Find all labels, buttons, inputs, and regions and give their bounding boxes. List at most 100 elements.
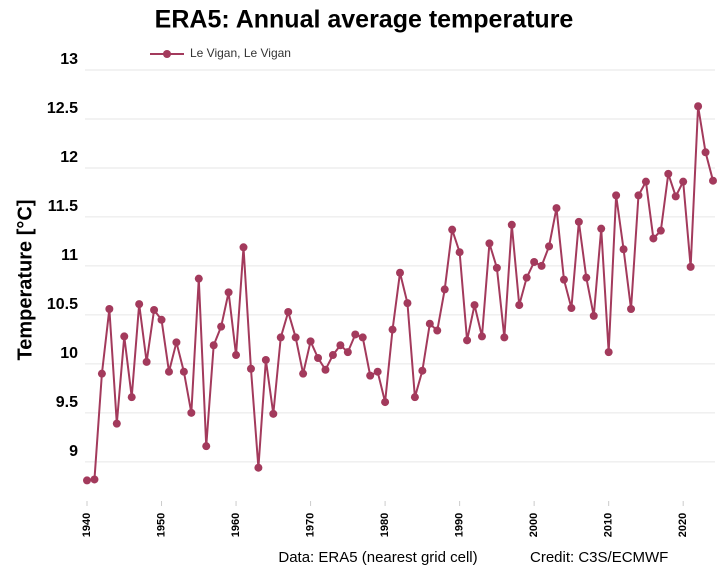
x-tick-label: 1960 (230, 513, 242, 537)
data-point (448, 225, 457, 234)
data-point (679, 177, 688, 186)
data-point (492, 263, 501, 272)
y-tick-label: 9.5 (56, 394, 78, 411)
data-point (701, 148, 710, 157)
data-point (582, 273, 591, 282)
data-point (164, 367, 173, 376)
data-point (157, 315, 166, 324)
data-point (105, 305, 114, 314)
x-tick-label: 1950 (155, 513, 167, 537)
data-point (179, 367, 188, 376)
data-point (567, 304, 576, 313)
data-point (515, 301, 524, 310)
data-point (83, 476, 91, 485)
x-tick-label: 2020 (677, 513, 689, 537)
data-point (656, 226, 665, 235)
data-point (381, 398, 390, 407)
data-point (142, 357, 151, 366)
x-tick-label: 1970 (304, 513, 316, 537)
data-point (477, 332, 486, 341)
data-point (224, 288, 233, 297)
x-tick-label: 1990 (454, 513, 466, 537)
data-point (403, 299, 412, 308)
data-point (552, 204, 561, 213)
y-tick-label: 9 (69, 443, 78, 460)
data-point (373, 367, 382, 376)
data-point (269, 409, 278, 418)
y-tick-label: 10.5 (47, 296, 78, 313)
data-point (559, 275, 568, 284)
credit-note: Credit: C3S/ECMWF (530, 549, 668, 566)
data-point (261, 355, 270, 364)
data-point (172, 338, 181, 347)
data-point (425, 319, 434, 328)
data-point (545, 242, 554, 251)
data-point (97, 369, 106, 378)
data-point (686, 262, 695, 271)
data-point (649, 234, 658, 243)
data-point (418, 366, 427, 375)
data-point (500, 333, 509, 342)
data-point (291, 333, 300, 342)
y-tick-label: 11.5 (48, 198, 78, 215)
data-point (709, 176, 717, 185)
data-point (530, 257, 539, 266)
y-tick-label: 10 (60, 345, 78, 362)
data-point (358, 333, 367, 342)
data-point (627, 305, 636, 314)
data-point (343, 348, 352, 357)
data-point (455, 248, 464, 257)
data-point (135, 300, 144, 309)
data-point (537, 261, 546, 270)
data-point (232, 351, 241, 360)
data-point (328, 351, 337, 360)
data-point (612, 191, 621, 200)
data-point (433, 326, 442, 335)
chart-title: ERA5: Annual average temperature (155, 6, 574, 34)
data-point (366, 371, 375, 380)
data-point (276, 333, 285, 342)
data-point (388, 325, 397, 334)
data-point (321, 365, 330, 374)
data-point (194, 274, 203, 283)
data-point (671, 192, 680, 201)
data-point (589, 311, 598, 320)
data-point (127, 393, 136, 402)
data-point (90, 475, 99, 484)
legend-label: Le Vigan, Le Vigan (190, 46, 291, 60)
data-point (351, 330, 360, 339)
data-point (217, 322, 226, 331)
data-line (86, 106, 714, 482)
y-tick-label: 12 (60, 149, 78, 166)
data-point (246, 364, 255, 373)
source-note: Data: ERA5 (nearest grid cell) (278, 549, 477, 566)
legend-marker (163, 50, 171, 58)
data-point (112, 419, 121, 428)
data-point (314, 353, 323, 362)
data-point (574, 217, 583, 226)
data-point (284, 307, 293, 316)
data-point (254, 463, 263, 472)
data-point (396, 268, 404, 277)
data-point (641, 177, 650, 186)
data-point (120, 332, 129, 341)
x-tick-label: 1940 (81, 513, 93, 537)
data-point (209, 341, 218, 350)
data-point (336, 341, 345, 350)
data-point (619, 245, 628, 254)
y-tick-label: 13 (60, 51, 78, 68)
data-point (664, 169, 673, 178)
data-point (150, 305, 159, 314)
data-point (410, 393, 419, 402)
x-tick-label: 1980 (379, 513, 391, 537)
data-point (604, 348, 613, 357)
y-tick-label: 12.5 (47, 100, 78, 117)
data-point (299, 369, 308, 378)
data-point (522, 273, 531, 282)
data-point (634, 191, 643, 200)
data-point (440, 285, 449, 294)
x-tick-label: 2000 (528, 513, 540, 537)
data-point (507, 220, 516, 229)
data-point (306, 337, 315, 346)
